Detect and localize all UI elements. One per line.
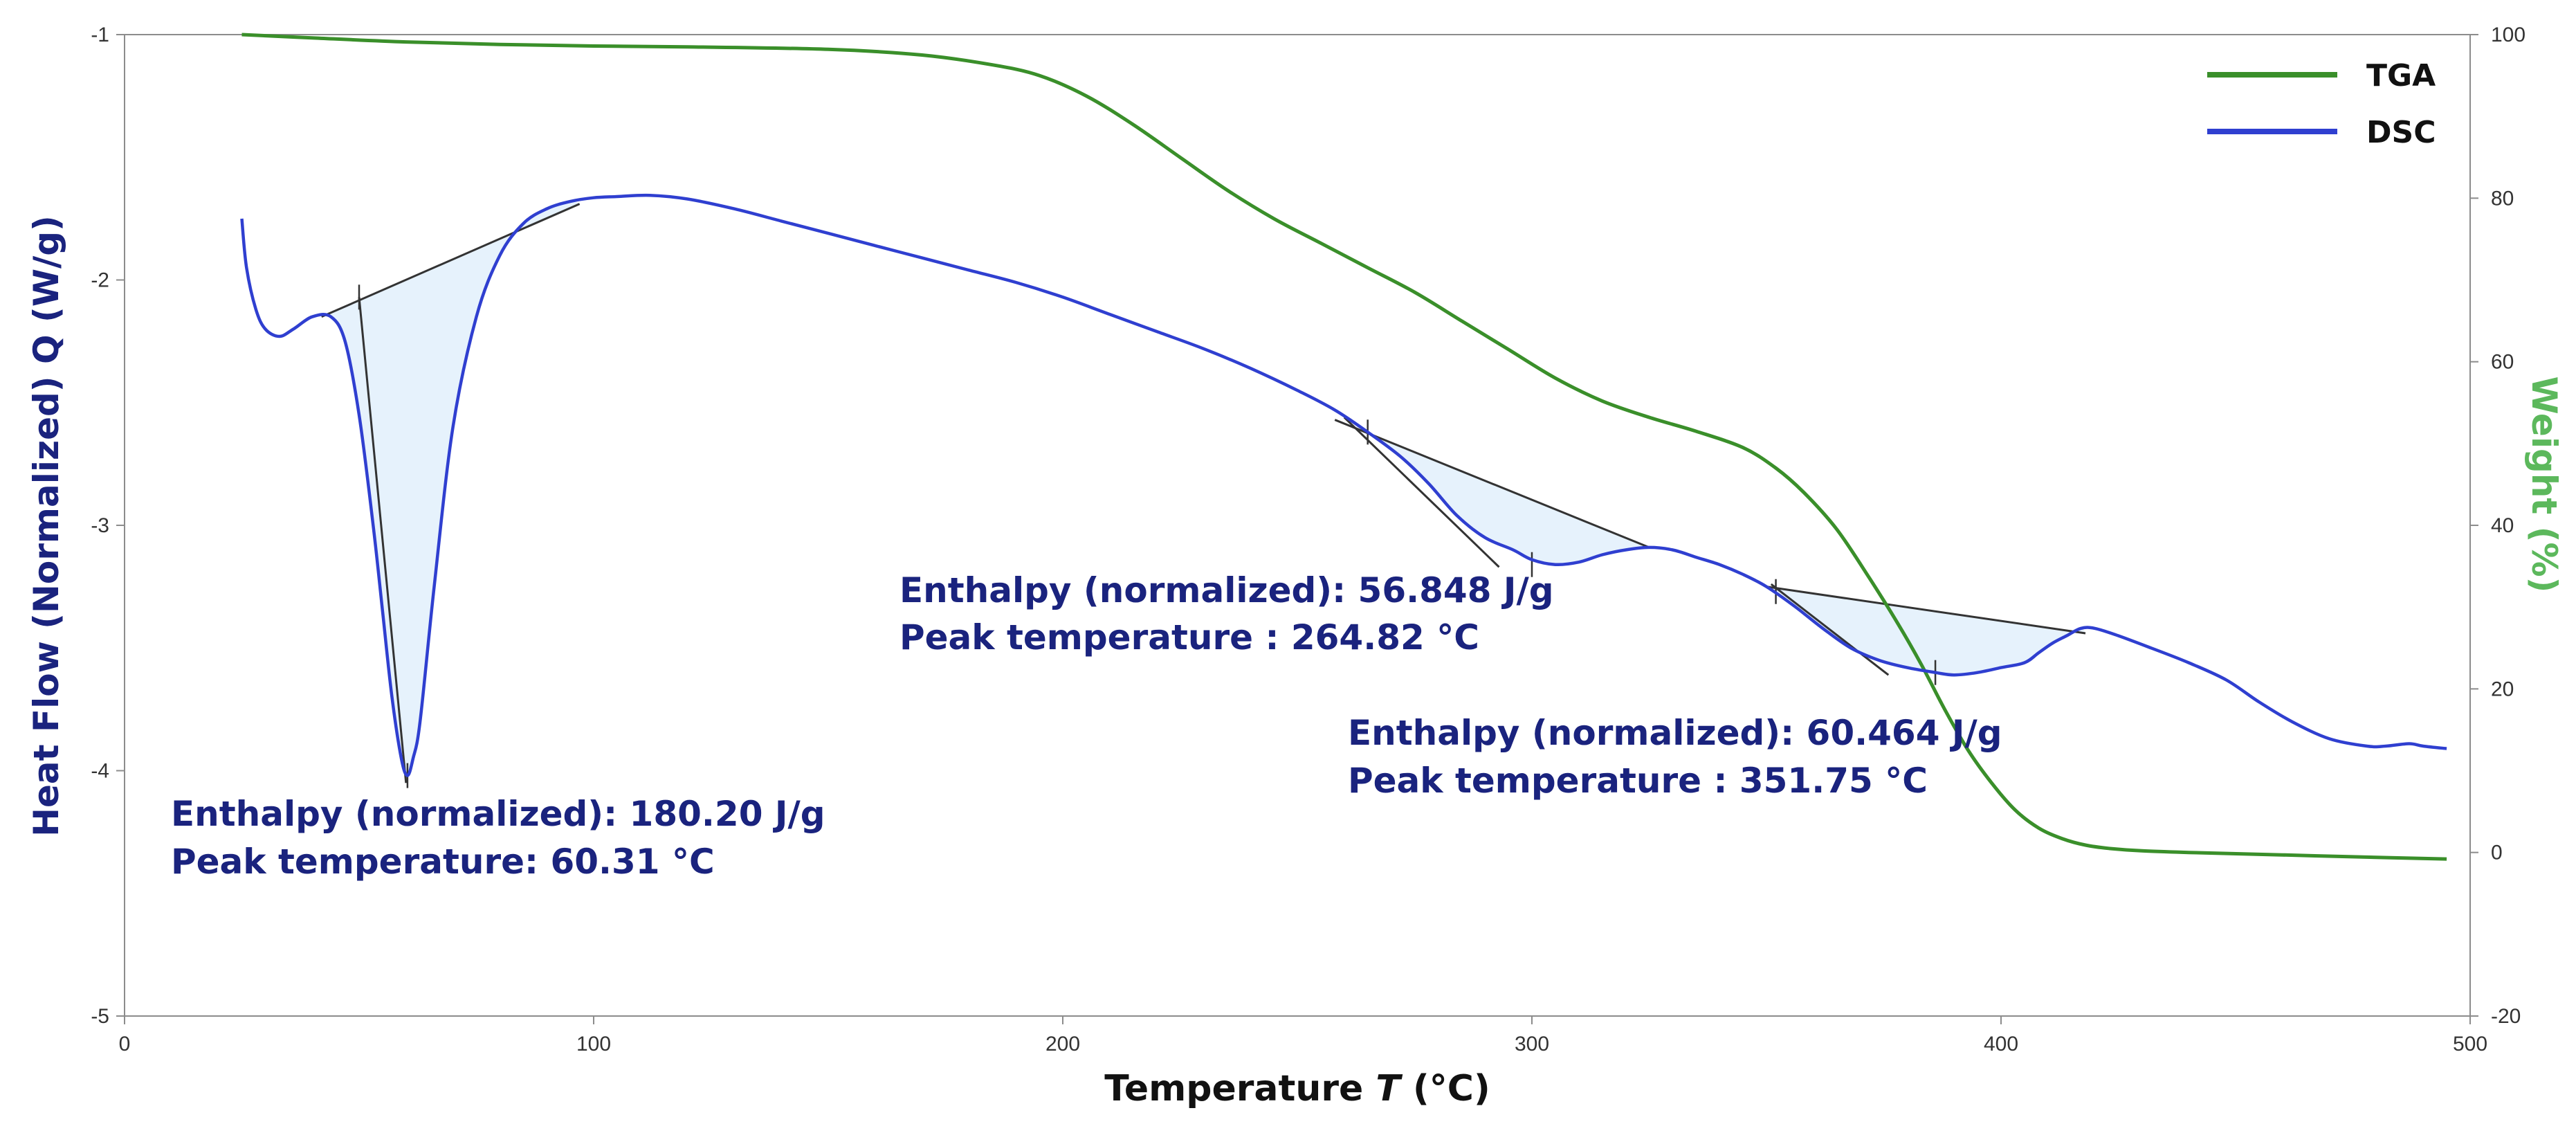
peak-2-baseline bbox=[1334, 419, 1650, 549]
y2-axis-ticks: 100 80 60 40 20 0 -20 bbox=[2470, 24, 2525, 1028]
peak-1-tangent bbox=[358, 297, 408, 783]
annotation-peak-3-enthalpy: Enthalpy (normalized): 60.464 J/g bbox=[1348, 713, 2002, 753]
y2-tick-label: 80 bbox=[2491, 187, 2514, 210]
x-axis-ticks: 0 100 200 300 400 500 bbox=[119, 1016, 2487, 1055]
legend-dsc-label: DSC bbox=[2366, 115, 2436, 150]
y2-tick-label: 0 bbox=[2491, 842, 2503, 864]
x-tick-label: 200 bbox=[1045, 1033, 1080, 1055]
annotation-peak-3: Enthalpy (normalized): 60.464 J/g Peak t… bbox=[1348, 713, 2002, 801]
y2-tick-label: 20 bbox=[2491, 678, 2514, 700]
y-tick-label: -5 bbox=[91, 1005, 109, 1028]
peak-3-area bbox=[1766, 586, 2085, 676]
x-tick-label: 300 bbox=[1515, 1033, 1549, 1055]
legend: TGA DSC bbox=[2207, 58, 2436, 150]
y2-tick-label: -20 bbox=[2491, 1005, 2521, 1028]
y2-tick-label: 40 bbox=[2491, 514, 2514, 537]
x-tick-label: 100 bbox=[576, 1033, 611, 1055]
peak-3-baseline bbox=[1766, 586, 2086, 635]
peak-2-area bbox=[1335, 419, 1650, 565]
x-axis-title-prefix: Temperature bbox=[1104, 1068, 1376, 1109]
y-axis-ticks: -1 -2 -3 -4 -5 bbox=[91, 24, 125, 1028]
legend-tga-label: TGA bbox=[2366, 58, 2436, 93]
peak-3-tangent bbox=[1770, 583, 1890, 676]
y2-axis-title: Weight (%) bbox=[2524, 377, 2564, 593]
y2-tick-label: 60 bbox=[2491, 351, 2514, 374]
peak-1-baseline bbox=[321, 203, 581, 318]
annotation-peak-2-enthalpy: Enthalpy (normalized): 56.848 J/g bbox=[899, 570, 1554, 610]
y-tick-label: -2 bbox=[91, 269, 109, 292]
annotation-peak-2-temperature: Peak temperature : 264.82 °C bbox=[899, 617, 1479, 658]
y2-tick-label: 100 bbox=[2491, 24, 2525, 46]
y-axis-title: Heat Flow (Normalized) Q (W/g) bbox=[26, 215, 66, 837]
x-axis-title: Temperature T (°C) bbox=[1104, 1068, 1490, 1109]
annotation-peak-1: Enthalpy (normalized): 180.20 J/g Peak t… bbox=[171, 794, 825, 882]
tga-series-line bbox=[241, 33, 2447, 861]
x-axis-title-var: T bbox=[1376, 1068, 1403, 1109]
y-tick-label: -3 bbox=[91, 514, 109, 537]
annotation-peak-3-temperature: Peak temperature : 351.75 °C bbox=[1348, 761, 1928, 801]
x-tick-label: 0 bbox=[119, 1033, 131, 1055]
dsc-series-line bbox=[240, 193, 2447, 777]
y-tick-label: -1 bbox=[91, 24, 109, 46]
peak-constructions bbox=[321, 203, 2086, 788]
annotation-peak-2: Enthalpy (normalized): 56.848 J/g Peak t… bbox=[899, 570, 1554, 658]
y-tick-label: -4 bbox=[91, 760, 109, 783]
annotation-peak-1-temperature: Peak temperature: 60.31 °C bbox=[171, 842, 715, 882]
x-tick-label: 500 bbox=[2453, 1033, 2487, 1055]
x-tick-label: 400 bbox=[1984, 1033, 2018, 1055]
x-axis-title-unit: (°C) bbox=[1400, 1068, 1490, 1109]
annotation-peak-1-enthalpy: Enthalpy (normalized): 180.20 J/g bbox=[171, 794, 825, 834]
peak-2-tangent bbox=[1343, 416, 1500, 568]
